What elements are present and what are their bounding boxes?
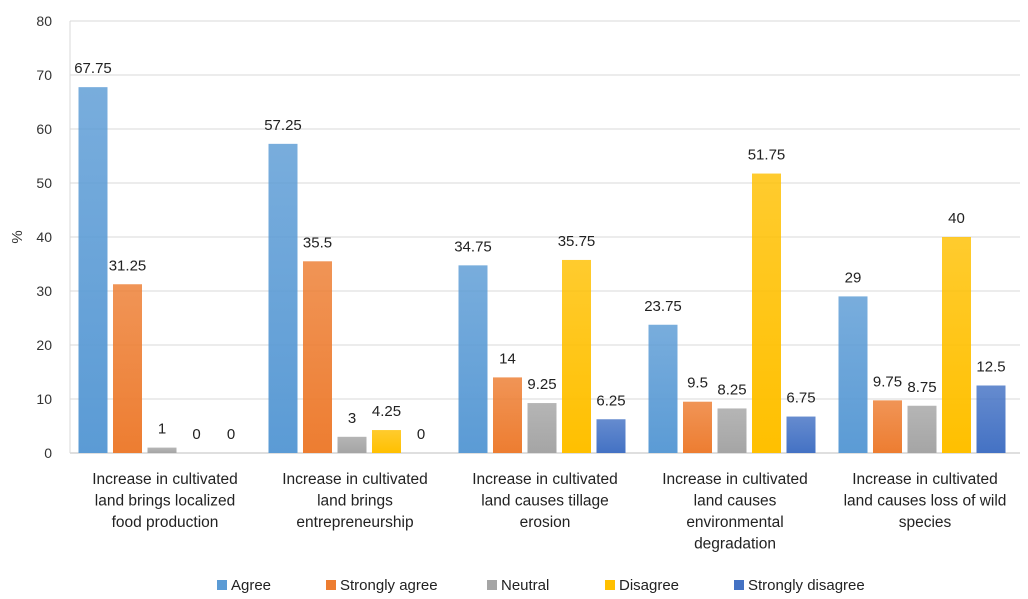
bar xyxy=(147,447,177,453)
y-tick-label: 40 xyxy=(36,229,52,245)
data-label: 51.75 xyxy=(748,147,786,164)
data-label: 3 xyxy=(348,410,356,427)
data-label: 9.75 xyxy=(873,373,902,390)
category-label: Increase in cultivated land brings entrepr… xyxy=(282,471,428,531)
bar xyxy=(527,403,557,453)
legend-label: Strongly disagree xyxy=(748,577,865,594)
data-label: 35.75 xyxy=(558,233,596,250)
bar xyxy=(786,416,816,453)
y-tick-label: 70 xyxy=(36,67,52,83)
data-label: 9.5 xyxy=(687,375,708,392)
bar xyxy=(907,405,937,453)
data-label: 31.25 xyxy=(109,257,147,274)
legend-label: Agree xyxy=(231,577,271,594)
y-tick-label: 20 xyxy=(36,337,52,353)
y-axis-ticks: 0 10 20 30 40 50 60 70 80 xyxy=(36,13,52,461)
data-label: 4.25 xyxy=(372,403,401,420)
y-tick-label: 50 xyxy=(36,175,52,191)
category-label: Increase in cultivated land brings locali… xyxy=(92,471,238,531)
bar xyxy=(596,419,626,453)
bar xyxy=(873,400,902,453)
data-label: 23.75 xyxy=(644,298,682,315)
data-labels: 67.75 31.25 1 0 0 57.25 35.5 3 4.25 0 34.75 14 9.25 3… xyxy=(74,60,1005,443)
x-axis-categories: Increase in cultivated land brings locali… xyxy=(92,471,1006,553)
data-label: 8.75 xyxy=(907,379,936,396)
data-label: 1 xyxy=(158,421,166,438)
data-label: 9.25 xyxy=(527,376,556,393)
category-label: Increase in cultivated land causes environ… xyxy=(662,471,808,553)
data-label: 0 xyxy=(417,426,425,443)
bar xyxy=(717,408,747,453)
legend-swatch xyxy=(326,580,336,590)
legend-label: Strongly agree xyxy=(340,577,438,594)
y-tick-label: 10 xyxy=(36,391,52,407)
bar xyxy=(337,436,367,453)
bar xyxy=(648,324,678,453)
bar xyxy=(976,385,1006,453)
legend-swatch xyxy=(217,580,227,590)
data-label: 6.75 xyxy=(786,390,815,407)
data-label: 40 xyxy=(948,210,965,227)
bar xyxy=(113,284,142,453)
bar xyxy=(838,296,868,453)
bars xyxy=(78,87,1006,454)
bar xyxy=(562,259,591,453)
bar xyxy=(372,430,401,453)
y-tick-label: 80 xyxy=(36,13,52,29)
bar xyxy=(268,143,298,453)
bar xyxy=(493,377,522,453)
legend: Agree Strongly agree Neutral Disagree Strong… xyxy=(217,577,865,594)
y-tick-label: 30 xyxy=(36,283,52,299)
data-label: 8.25 xyxy=(717,381,746,398)
data-label: 34.75 xyxy=(454,238,492,255)
data-label: 14 xyxy=(499,350,516,367)
category-label: Increase in cultivated land causes tillag… xyxy=(472,471,618,531)
y-tick-label: 0 xyxy=(44,445,52,461)
data-label: 29 xyxy=(845,269,862,286)
legend-swatch xyxy=(734,580,744,590)
data-label: 12.5 xyxy=(976,359,1005,376)
bar xyxy=(303,261,332,453)
legend-swatch xyxy=(605,580,615,590)
gridlines xyxy=(69,20,1020,454)
data-label: 0 xyxy=(227,426,235,443)
data-label: 6.25 xyxy=(596,392,625,409)
data-label: 67.75 xyxy=(74,60,112,77)
legend-swatch xyxy=(487,580,497,590)
bar xyxy=(752,173,781,454)
category-label: Increase in cultivated land causes loss o… xyxy=(844,471,1007,531)
data-label: 57.25 xyxy=(264,117,302,134)
bar xyxy=(458,265,488,453)
bar xyxy=(942,237,971,453)
legend-label: Disagree xyxy=(619,577,679,594)
bar xyxy=(683,401,712,453)
data-label: 0 xyxy=(192,426,200,443)
y-tick-label: 60 xyxy=(36,121,52,137)
data-label: 35.5 xyxy=(303,234,332,251)
bar xyxy=(78,87,108,454)
y-axis-label: % xyxy=(9,230,26,243)
legend-label: Neutral xyxy=(501,577,549,594)
